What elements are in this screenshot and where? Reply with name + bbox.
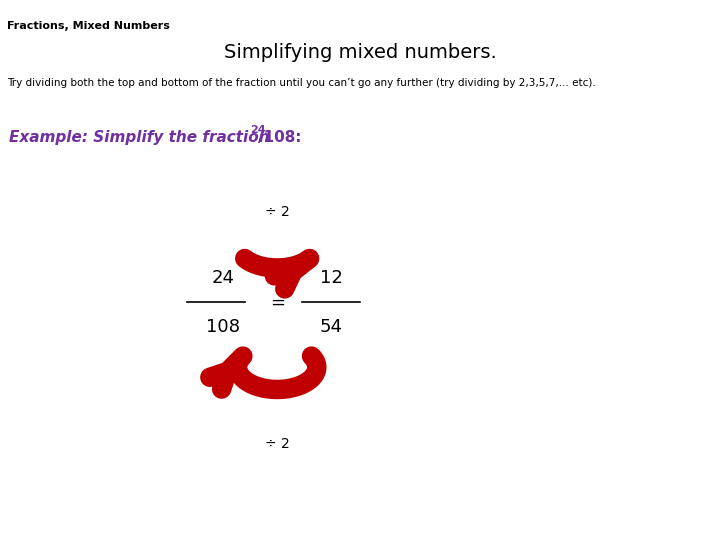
Text: Example: Simplify the fraction: Example: Simplify the fraction [9,130,274,145]
Text: ÷ 2: ÷ 2 [265,437,289,451]
Text: 108: 108 [206,318,240,336]
Text: 24: 24 [212,269,235,287]
Text: =: = [270,293,284,312]
Text: :: : [290,130,302,145]
Text: 24: 24 [251,125,266,136]
Text: 54: 54 [320,318,343,336]
Text: Simplifying mixed numbers.: Simplifying mixed numbers. [224,43,496,62]
Text: Fractions, Mixed Numbers: Fractions, Mixed Numbers [7,21,170,31]
Text: 12: 12 [320,269,343,287]
Text: /108: /108 [258,130,295,145]
Text: Try dividing both the top and bottom of the fraction until you can’t go any furt: Try dividing both the top and bottom of … [7,78,596,89]
Text: ÷ 2: ÷ 2 [265,205,289,219]
